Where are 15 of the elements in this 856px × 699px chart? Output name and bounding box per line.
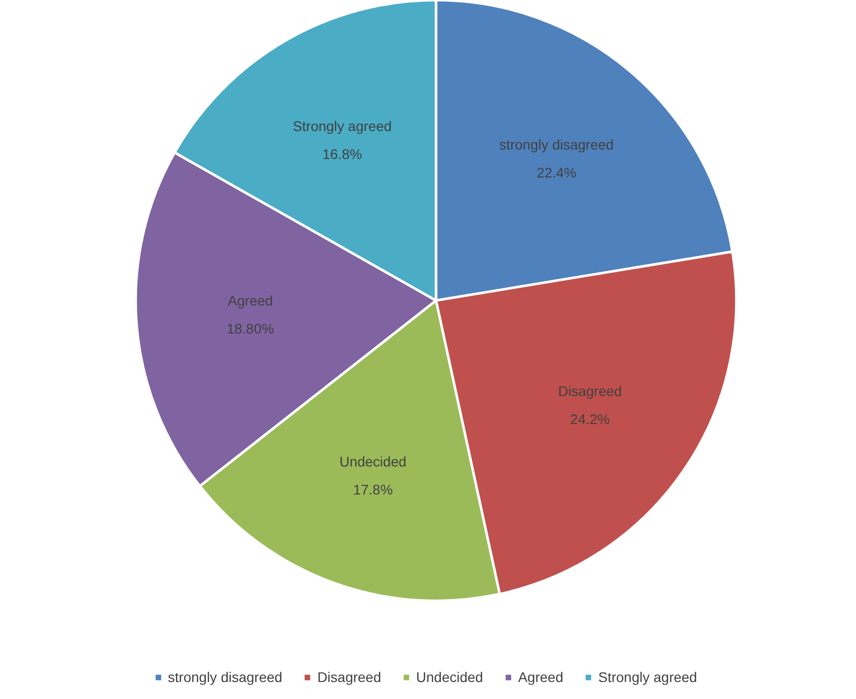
- legend-label: Strongly agreed: [598, 669, 698, 685]
- slice-label: Agreed: [228, 292, 273, 309]
- data-label: 18.80%: [226, 320, 274, 337]
- legend-label: Disagreed: [317, 669, 382, 685]
- data-label: 16.8%: [322, 146, 362, 162]
- data-label: 22.4%: [536, 164, 576, 181]
- slice-label: Strongly agreed: [292, 118, 392, 134]
- legend-label: strongly disagreed: [168, 669, 282, 685]
- legend-label: Agreed: [518, 669, 564, 685]
- data-label: 17.8%: [353, 482, 393, 498]
- legend-label: Undecided: [416, 669, 484, 685]
- data-label: 24.2%: [570, 411, 610, 428]
- slice-label: Disagreed: [558, 383, 622, 400]
- slice-label: Undecided: [339, 454, 406, 470]
- slice-label: strongly disagreed: [499, 136, 614, 153]
